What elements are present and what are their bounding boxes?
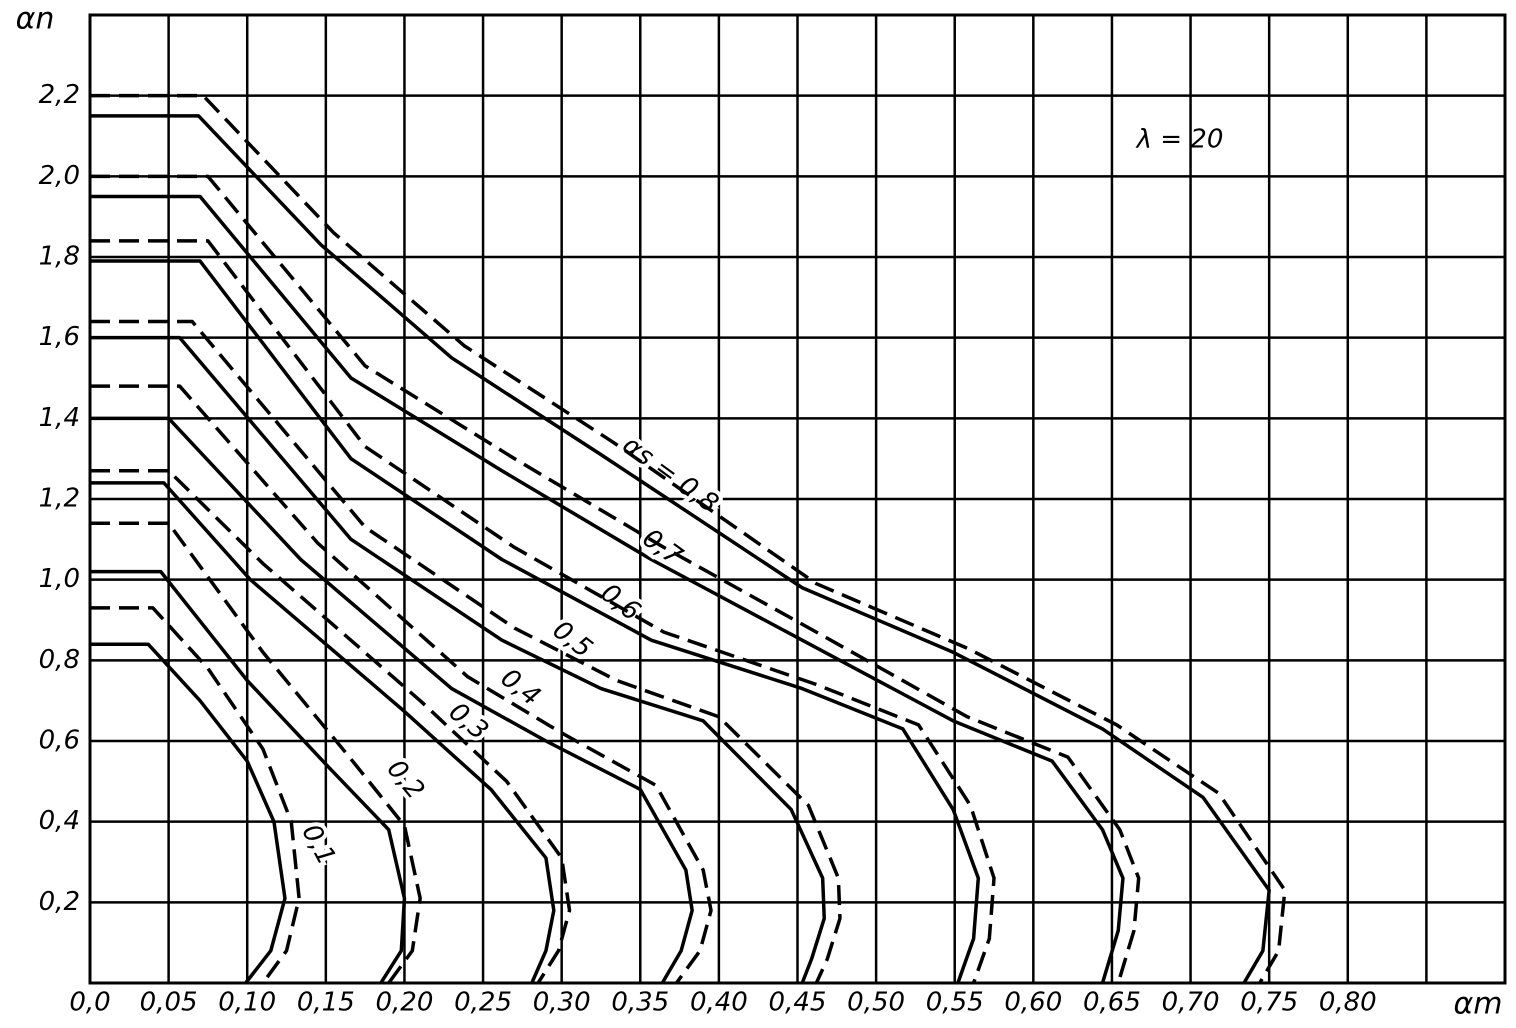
y-tick-label: 0,4	[39, 806, 80, 836]
y-tick-label: 0,2	[39, 887, 80, 917]
curve-label: 0,3	[443, 697, 494, 747]
dashed-curve	[90, 174, 1141, 984]
dashed-curve	[90, 384, 713, 985]
dashed-curve	[90, 606, 301, 985]
dashed-curve	[90, 239, 996, 984]
y-tick-label: 1,6	[39, 322, 80, 352]
y-tick-label: 1,2	[39, 484, 80, 514]
solid-curve	[90, 114, 1271, 984]
y-tick-label: 2,2	[39, 80, 80, 110]
x-tick-label: 0,0	[69, 988, 110, 1018]
x-tick-label: 0,15	[297, 988, 355, 1018]
x-tick-label: 0,20	[375, 988, 433, 1018]
curve-label: 0,2	[381, 754, 431, 805]
x-tick-label: 0,25	[454, 988, 512, 1018]
y-tick-label: 1,0	[39, 564, 80, 594]
dashed-curve	[90, 93, 1287, 984]
x-tick-label: 0,55	[926, 988, 984, 1018]
annotation: λ = 20	[1135, 125, 1224, 155]
x-tick-label: 0,80	[1319, 988, 1377, 1018]
curve-label: 0,1	[295, 819, 341, 870]
x-tick-label: 0,05	[140, 988, 198, 1018]
dashed-curve	[90, 521, 422, 985]
curve-label: 0,6	[595, 578, 646, 627]
y-tick-label: 1,8	[39, 242, 80, 272]
x-tick-label: 0,75	[1240, 988, 1298, 1018]
x-tick-label: 0,45	[769, 988, 827, 1018]
y-tick-label: 0,6	[39, 726, 80, 756]
dashed-curve	[90, 319, 842, 984]
x-tick-label: 0,30	[533, 988, 591, 1018]
y-axis-label: αn	[16, 2, 55, 37]
curve-label: 0,4	[495, 663, 546, 712]
solid-curve	[90, 642, 287, 985]
x-tick-label: 0,40	[690, 988, 748, 1018]
x-tick-label: 0,70	[1162, 988, 1220, 1018]
x-tick-label: 0,65	[1083, 988, 1141, 1018]
x-tick-label: 0,10	[218, 988, 276, 1018]
solid-curve	[90, 569, 407, 984]
solid-curve	[90, 194, 1125, 984]
x-tick-label: 0,60	[1004, 988, 1062, 1018]
solid-curve	[90, 259, 981, 984]
solid-curve	[90, 481, 556, 984]
dashed-curve	[90, 469, 572, 984]
y-tick-label: 2,0	[39, 161, 80, 191]
solid-curve	[90, 335, 826, 984]
solid-curve	[90, 416, 694, 984]
y-tick-label: 0,8	[39, 645, 80, 675]
x-tick-label: 0,35	[611, 988, 669, 1018]
x-axis-label: αm	[1454, 987, 1503, 1022]
y-tick-label: 1,4	[39, 403, 80, 433]
x-tick-label: 0,50	[847, 988, 905, 1018]
